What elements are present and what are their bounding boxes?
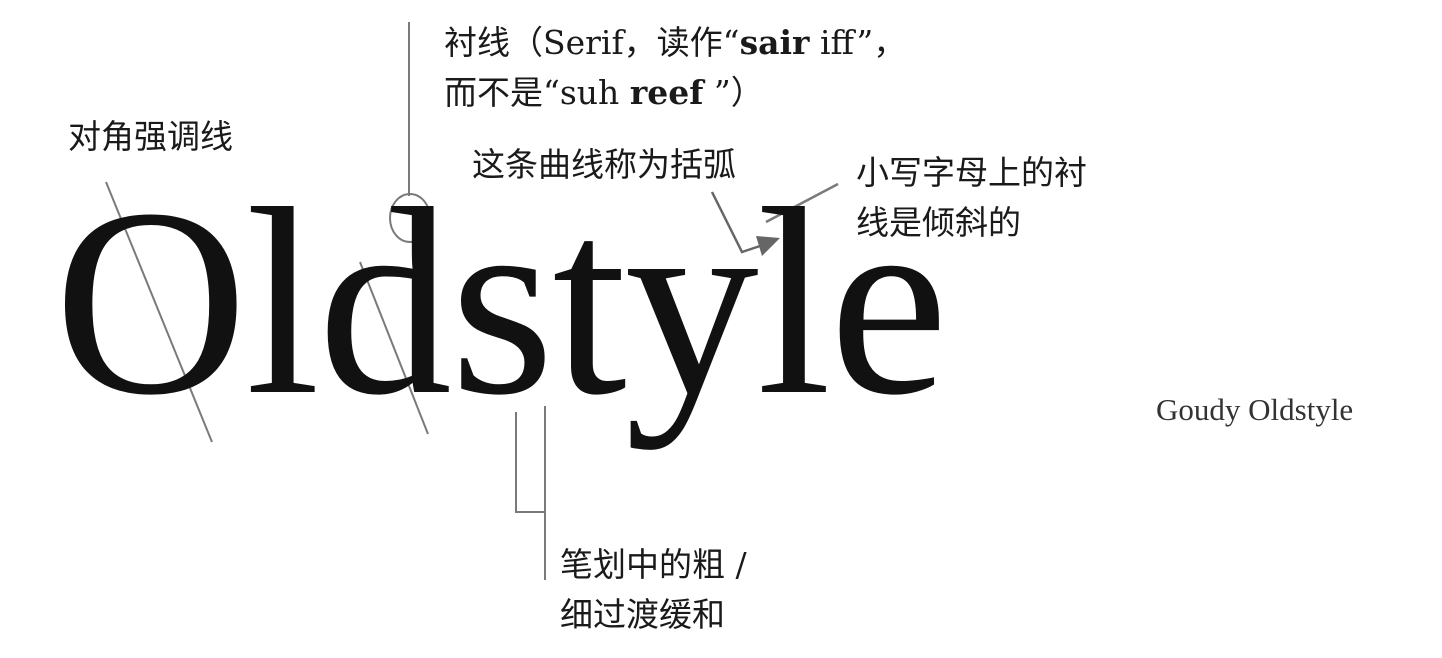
serif-label-line2-bold: reef xyxy=(629,73,704,112)
serif-label-line1-bold: sair xyxy=(739,23,810,62)
specimen-word: Oldstyle xyxy=(54,153,948,450)
serif-label-line1-pre: 衬线（Serif，读作“ xyxy=(444,23,740,62)
serif-label-line1-post: iff”， xyxy=(809,23,907,62)
slanted-serif-pointer xyxy=(765,182,839,224)
slanted-serif-label-line1: 小写字母上的衬 xyxy=(856,153,1087,192)
bracket-pointer xyxy=(710,191,761,254)
font-name-caption: Goudy Oldstyle xyxy=(1156,392,1354,427)
serif-label-line2-pre: 而不是“suh xyxy=(444,73,630,112)
stress-line-d xyxy=(359,261,429,435)
transition-label-line1: 笔划中的粗 / xyxy=(560,545,747,584)
diagonal-stress-label: 对角强调线 xyxy=(68,117,233,156)
bracket-arrowhead xyxy=(756,236,780,256)
bracket-label: 这条曲线称为括弧 xyxy=(472,145,736,184)
serif-circle xyxy=(389,193,431,243)
serif-label-line2-post: ”） xyxy=(703,73,764,112)
slanted-serif-label-line2: 线是倾斜的 xyxy=(856,203,1021,242)
transition-bracket xyxy=(515,406,546,513)
stress-line-o xyxy=(105,181,213,443)
serif-label-line1: 衬线（Serif，读作“sair iff”， xyxy=(444,20,906,66)
serif-label-line2: 而不是“suh reef ”） xyxy=(444,70,764,116)
transition-label-line2: 细过渡缓和 xyxy=(560,595,725,634)
